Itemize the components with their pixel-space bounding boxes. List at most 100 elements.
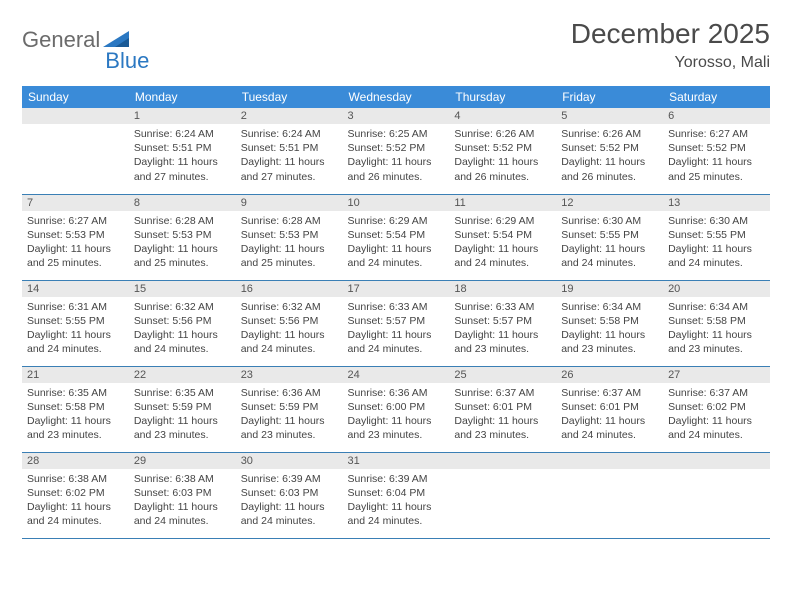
calendar-day-cell: 14Sunrise: 6:31 AMSunset: 5:55 PMDayligh… <box>22 280 129 366</box>
sunrise-line: Sunrise: 6:24 AM <box>241 127 338 141</box>
calendar-day-cell: 18Sunrise: 6:33 AMSunset: 5:57 PMDayligh… <box>449 280 556 366</box>
daylight-line: Daylight: 11 hours and 24 minutes. <box>241 328 338 356</box>
calendar-week-row: 7Sunrise: 6:27 AMSunset: 5:53 PMDaylight… <box>22 194 770 280</box>
day-details: Sunrise: 6:35 AMSunset: 5:58 PMDaylight:… <box>22 383 129 448</box>
daylight-line: Daylight: 11 hours and 24 minutes. <box>561 242 658 270</box>
sunset-line: Sunset: 5:52 PM <box>454 141 551 155</box>
sunrise-line: Sunrise: 6:27 AM <box>27 214 124 228</box>
day-details: Sunrise: 6:34 AMSunset: 5:58 PMDaylight:… <box>663 297 770 362</box>
daylight-line: Daylight: 11 hours and 23 minutes. <box>348 414 445 442</box>
daylight-line: Daylight: 11 hours and 24 minutes. <box>134 500 231 528</box>
sunrise-line: Sunrise: 6:24 AM <box>134 127 231 141</box>
sunrise-line: Sunrise: 6:36 AM <box>241 386 338 400</box>
day-number: 10 <box>343 195 450 211</box>
daylight-line: Daylight: 11 hours and 26 minutes. <box>454 155 551 183</box>
sunset-line: Sunset: 5:54 PM <box>348 228 445 242</box>
sunset-line: Sunset: 5:52 PM <box>348 141 445 155</box>
calendar-day-cell: 6Sunrise: 6:27 AMSunset: 5:52 PMDaylight… <box>663 108 770 194</box>
sunset-line: Sunset: 6:01 PM <box>561 400 658 414</box>
day-details: Sunrise: 6:37 AMSunset: 6:01 PMDaylight:… <box>449 383 556 448</box>
day-details: Sunrise: 6:39 AMSunset: 6:04 PMDaylight:… <box>343 469 450 534</box>
calendar-body: 1Sunrise: 6:24 AMSunset: 5:51 PMDaylight… <box>22 108 770 538</box>
day-details: Sunrise: 6:35 AMSunset: 5:59 PMDaylight:… <box>129 383 236 448</box>
sunset-line: Sunset: 6:02 PM <box>668 400 765 414</box>
day-details: Sunrise: 6:33 AMSunset: 5:57 PMDaylight:… <box>449 297 556 362</box>
calendar-day-cell: 26Sunrise: 6:37 AMSunset: 6:01 PMDayligh… <box>556 366 663 452</box>
day-number: 20 <box>663 281 770 297</box>
sunset-line: Sunset: 5:52 PM <box>668 141 765 155</box>
day-details: Sunrise: 6:27 AMSunset: 5:52 PMDaylight:… <box>663 124 770 189</box>
day-number: 30 <box>236 453 343 469</box>
day-number: 26 <box>556 367 663 383</box>
sunrise-line: Sunrise: 6:33 AM <box>454 300 551 314</box>
day-number-empty <box>22 108 129 124</box>
day-number: 15 <box>129 281 236 297</box>
weekday-header: Monday <box>129 86 236 108</box>
sunset-line: Sunset: 5:53 PM <box>134 228 231 242</box>
daylight-line: Daylight: 11 hours and 23 minutes. <box>27 414 124 442</box>
daylight-line: Daylight: 11 hours and 23 minutes. <box>561 328 658 356</box>
day-details: Sunrise: 6:36 AMSunset: 5:59 PMDaylight:… <box>236 383 343 448</box>
weekday-header: Saturday <box>663 86 770 108</box>
sunset-line: Sunset: 5:57 PM <box>454 314 551 328</box>
sunset-line: Sunset: 5:56 PM <box>241 314 338 328</box>
day-details: Sunrise: 6:38 AMSunset: 6:02 PMDaylight:… <box>22 469 129 534</box>
day-number: 5 <box>556 108 663 124</box>
daylight-line: Daylight: 11 hours and 26 minutes. <box>348 155 445 183</box>
sunset-line: Sunset: 5:52 PM <box>561 141 658 155</box>
sunrise-line: Sunrise: 6:31 AM <box>27 300 124 314</box>
sunrise-line: Sunrise: 6:36 AM <box>348 386 445 400</box>
calendar-empty-cell <box>556 452 663 538</box>
day-details: Sunrise: 6:28 AMSunset: 5:53 PMDaylight:… <box>236 211 343 276</box>
sunset-line: Sunset: 5:54 PM <box>454 228 551 242</box>
day-details: Sunrise: 6:32 AMSunset: 5:56 PMDaylight:… <box>129 297 236 362</box>
calendar-day-cell: 22Sunrise: 6:35 AMSunset: 5:59 PMDayligh… <box>129 366 236 452</box>
calendar-day-cell: 2Sunrise: 6:24 AMSunset: 5:51 PMDaylight… <box>236 108 343 194</box>
sunset-line: Sunset: 5:58 PM <box>27 400 124 414</box>
sunrise-line: Sunrise: 6:38 AM <box>134 472 231 486</box>
sunrise-line: Sunrise: 6:37 AM <box>668 386 765 400</box>
calendar-day-cell: 23Sunrise: 6:36 AMSunset: 5:59 PMDayligh… <box>236 366 343 452</box>
sunset-line: Sunset: 5:56 PM <box>134 314 231 328</box>
calendar-day-cell: 11Sunrise: 6:29 AMSunset: 5:54 PMDayligh… <box>449 194 556 280</box>
daylight-line: Daylight: 11 hours and 26 minutes. <box>561 155 658 183</box>
calendar-week-row: 14Sunrise: 6:31 AMSunset: 5:55 PMDayligh… <box>22 280 770 366</box>
day-details: Sunrise: 6:37 AMSunset: 6:01 PMDaylight:… <box>556 383 663 448</box>
day-details: Sunrise: 6:27 AMSunset: 5:53 PMDaylight:… <box>22 211 129 276</box>
calendar-day-cell: 21Sunrise: 6:35 AMSunset: 5:58 PMDayligh… <box>22 366 129 452</box>
day-number: 9 <box>236 195 343 211</box>
sunrise-line: Sunrise: 6:32 AM <box>241 300 338 314</box>
sunset-line: Sunset: 5:58 PM <box>668 314 765 328</box>
calendar-day-cell: 17Sunrise: 6:33 AMSunset: 5:57 PMDayligh… <box>343 280 450 366</box>
daylight-line: Daylight: 11 hours and 24 minutes. <box>668 242 765 270</box>
daylight-line: Daylight: 11 hours and 23 minutes. <box>134 414 231 442</box>
calendar-day-cell: 3Sunrise: 6:25 AMSunset: 5:52 PMDaylight… <box>343 108 450 194</box>
calendar-empty-cell <box>22 108 129 194</box>
header: General Blue December 2025 Yorosso, Mali <box>22 18 770 72</box>
sunrise-line: Sunrise: 6:26 AM <box>561 127 658 141</box>
day-number: 31 <box>343 453 450 469</box>
calendar-empty-cell <box>663 452 770 538</box>
daylight-line: Daylight: 11 hours and 24 minutes. <box>454 242 551 270</box>
location-subtitle: Yorosso, Mali <box>571 54 770 72</box>
calendar-day-cell: 24Sunrise: 6:36 AMSunset: 6:00 PMDayligh… <box>343 366 450 452</box>
calendar-day-cell: 27Sunrise: 6:37 AMSunset: 6:02 PMDayligh… <box>663 366 770 452</box>
day-details: Sunrise: 6:24 AMSunset: 5:51 PMDaylight:… <box>129 124 236 189</box>
daylight-line: Daylight: 11 hours and 25 minutes. <box>668 155 765 183</box>
weekday-header: Wednesday <box>343 86 450 108</box>
sunset-line: Sunset: 5:57 PM <box>348 314 445 328</box>
day-number: 16 <box>236 281 343 297</box>
daylight-line: Daylight: 11 hours and 27 minutes. <box>134 155 231 183</box>
calendar-week-row: 28Sunrise: 6:38 AMSunset: 6:02 PMDayligh… <box>22 452 770 538</box>
day-details: Sunrise: 6:28 AMSunset: 5:53 PMDaylight:… <box>129 211 236 276</box>
weekday-header: Friday <box>556 86 663 108</box>
day-details: Sunrise: 6:25 AMSunset: 5:52 PMDaylight:… <box>343 124 450 189</box>
sunrise-line: Sunrise: 6:35 AM <box>27 386 124 400</box>
calendar-week-row: 1Sunrise: 6:24 AMSunset: 5:51 PMDaylight… <box>22 108 770 194</box>
sunset-line: Sunset: 5:55 PM <box>668 228 765 242</box>
sunrise-line: Sunrise: 6:37 AM <box>454 386 551 400</box>
daylight-line: Daylight: 11 hours and 24 minutes. <box>27 500 124 528</box>
daylight-line: Daylight: 11 hours and 25 minutes. <box>27 242 124 270</box>
day-number: 13 <box>663 195 770 211</box>
calendar-table: SundayMondayTuesdayWednesdayThursdayFrid… <box>22 86 770 539</box>
